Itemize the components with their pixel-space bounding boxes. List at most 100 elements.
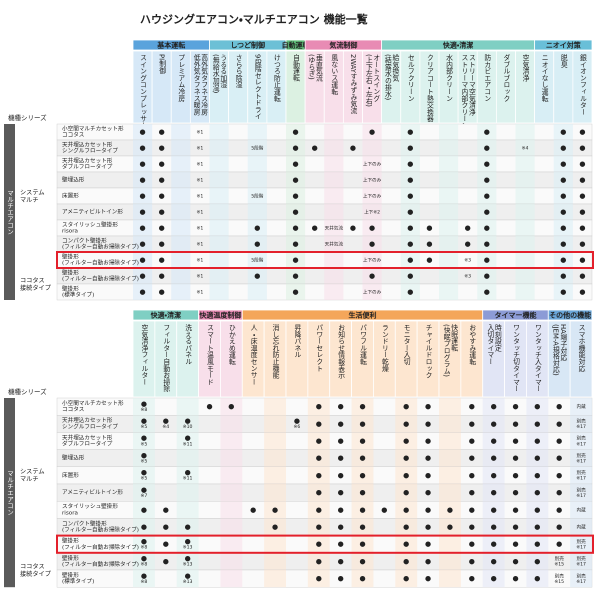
column-tint xyxy=(351,415,374,433)
column-tint xyxy=(133,501,155,519)
row-label: ココタス xyxy=(62,131,85,139)
cell-value: ● xyxy=(359,403,365,411)
cell-value: ※1 xyxy=(197,226,204,232)
cell-value: ● xyxy=(316,489,322,497)
cell-value: ● xyxy=(469,489,475,497)
column-tint xyxy=(220,415,243,433)
column-tint xyxy=(133,236,153,252)
cell-value: ● xyxy=(359,454,365,462)
column-tint xyxy=(209,204,229,220)
cell-value: ● xyxy=(159,208,165,216)
cell-value: ※8 xyxy=(141,562,148,568)
cell-value: ● xyxy=(560,128,566,136)
row-label: 壁掛形 xyxy=(62,571,79,579)
column-tint xyxy=(526,466,549,484)
cell-value: ● xyxy=(293,208,299,216)
column-tint xyxy=(247,220,267,236)
column-header: 9段階セレクトドライ xyxy=(253,54,261,120)
cell-value: ● xyxy=(316,471,322,479)
column-tint xyxy=(570,552,592,570)
column-tint xyxy=(133,284,153,300)
cell-value: ※1 xyxy=(197,274,204,280)
column-tint xyxy=(286,220,306,236)
cell-value: ● xyxy=(338,437,344,445)
cell-value: ● xyxy=(293,128,299,136)
cell-value: ● xyxy=(141,417,147,425)
cell-value: ● xyxy=(560,240,566,248)
column-tint xyxy=(362,236,382,252)
cell-value: ● xyxy=(556,506,562,514)
cell-value: ● xyxy=(469,471,475,479)
cell-value: ● xyxy=(403,523,409,531)
column-tint xyxy=(482,552,505,570)
column-header: セルフクリーン xyxy=(406,54,414,102)
row-label: 小空間マルチカセット形 xyxy=(62,124,124,132)
cell-value: ● xyxy=(484,272,490,280)
column-tint xyxy=(171,236,191,252)
row-label: 天井埋込カセット形 xyxy=(62,433,113,441)
column-tint xyxy=(351,432,374,450)
column-tint xyxy=(553,284,573,300)
column-tint xyxy=(553,252,573,268)
cell-value: ● xyxy=(403,437,409,445)
cell-value: ● xyxy=(469,557,475,565)
column-tint xyxy=(553,220,573,236)
cell-value: 別売 xyxy=(576,555,586,562)
cell-value: 別売 xyxy=(576,452,586,459)
cell-value: ● xyxy=(359,540,365,548)
column-tint xyxy=(553,188,573,204)
column-tint xyxy=(362,284,382,300)
cell-value: ※3 xyxy=(464,274,471,280)
cell-value: ● xyxy=(316,540,322,548)
cell-value: ● xyxy=(338,403,344,411)
cell-value: ● xyxy=(369,272,375,280)
cell-value: ● xyxy=(403,403,409,411)
cell-value: ● xyxy=(556,489,562,497)
cell-value: ● xyxy=(469,540,475,548)
column-header: 空気清浄フィルター xyxy=(140,324,148,385)
cell-value: ● xyxy=(425,575,431,583)
column-tint xyxy=(133,204,153,220)
cell-value: ● xyxy=(359,489,365,497)
column-tint xyxy=(286,156,306,172)
cell-value: ● xyxy=(159,256,165,264)
cell-value: ※17 xyxy=(576,562,586,568)
column-tint xyxy=(439,284,459,300)
cell-value: ● xyxy=(407,192,413,200)
cell-value: ● xyxy=(403,575,409,583)
column-tint xyxy=(133,124,153,140)
column-tint xyxy=(209,140,229,156)
row-highlight xyxy=(56,534,594,554)
column-tint xyxy=(247,188,267,204)
column-tint xyxy=(526,484,549,502)
column-tint xyxy=(482,415,505,433)
column-tint xyxy=(220,518,243,536)
column-tint xyxy=(570,398,592,416)
column-tint xyxy=(477,284,497,300)
row-label: 天井埋込カセット形 xyxy=(62,416,113,424)
cell-value: 上下※2 xyxy=(364,209,380,216)
cell-value: ※6 xyxy=(294,424,301,430)
cell-value: ● xyxy=(407,160,413,168)
row-label: (フィルター自動お掃除タイプ) xyxy=(62,560,139,568)
column-header: PI制御 xyxy=(158,54,166,75)
cell-value: ● xyxy=(491,471,497,479)
cell-value: ※17 xyxy=(576,459,586,465)
column-tint xyxy=(570,484,592,502)
column-tint xyxy=(133,220,153,236)
column-header: ストリーマ空気清浄 xyxy=(467,54,475,116)
column-tint xyxy=(515,204,535,220)
column-header: おやすみ運転 xyxy=(468,324,476,366)
column-tint xyxy=(286,268,306,284)
cell-value: ● xyxy=(469,506,475,514)
cell-value: ● xyxy=(159,176,165,184)
column-tint xyxy=(209,172,229,188)
cell-value: ● xyxy=(512,403,518,411)
column-tint xyxy=(395,552,418,570)
column-header: (無給水加湿) xyxy=(211,54,219,94)
column-tint xyxy=(400,284,420,300)
column-tint xyxy=(220,466,243,484)
column-tint xyxy=(553,268,573,284)
column-tint xyxy=(176,432,199,450)
column-tint xyxy=(439,188,459,204)
